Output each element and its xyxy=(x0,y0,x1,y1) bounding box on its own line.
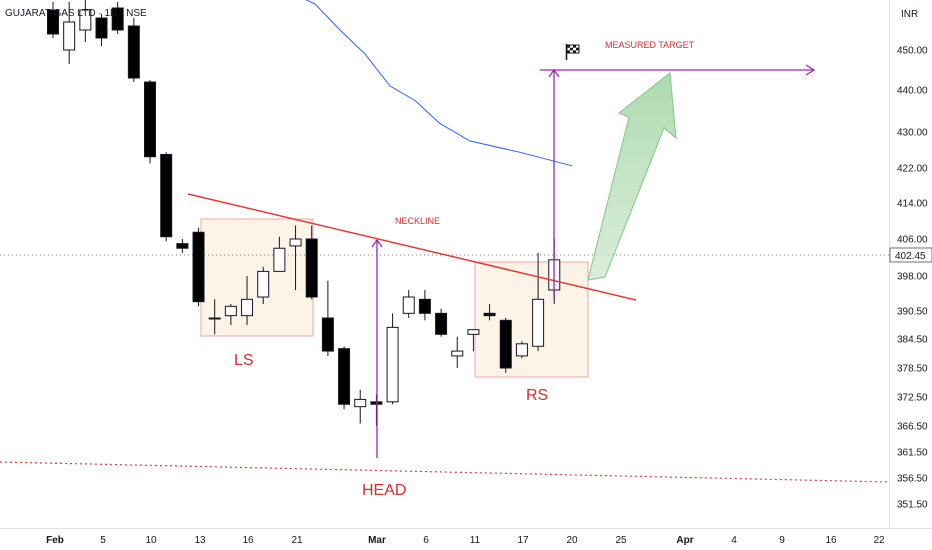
y-tick-label: 406.00 xyxy=(897,235,928,246)
x-tick-label: 21 xyxy=(291,535,303,546)
candle-body xyxy=(127,25,140,79)
x-tick-label: 25 xyxy=(615,535,627,546)
head-measure-arrowhead xyxy=(371,238,383,248)
y-tick-label: 430.00 xyxy=(897,128,928,139)
y-tick-label: 390.50 xyxy=(897,307,928,318)
x-tick-label: 10 xyxy=(145,535,157,546)
y-axis[interactable]: 450.00 440.00 430.00 422.00 414.00 406.00 398.… xyxy=(897,46,928,511)
y-tick-label: 378.50 xyxy=(897,364,928,375)
x-tick-label: 20 xyxy=(566,535,578,546)
candle-body xyxy=(63,21,76,51)
neckline[interactable] xyxy=(187,193,637,301)
candle-body xyxy=(257,270,270,298)
candle-body xyxy=(386,326,399,403)
y-tick-label: 372.50 xyxy=(897,393,928,404)
y-tick-label: 361.50 xyxy=(897,448,928,459)
candle-body xyxy=(111,7,124,31)
right-shoulder-box[interactable] xyxy=(474,261,589,378)
candle-body xyxy=(354,398,367,408)
candle-body xyxy=(435,312,448,335)
y-tick-label: 414.00 xyxy=(897,199,928,210)
candle-body xyxy=(208,317,221,320)
breakout-arrow[interactable] xyxy=(587,72,677,281)
candles-group xyxy=(47,0,561,426)
candle-body xyxy=(451,350,464,357)
candle-body xyxy=(79,9,92,31)
y-tick-label: 422.00 xyxy=(897,164,928,175)
x-tick-label: 5 xyxy=(100,535,106,546)
target-horizontal-arrowhead xyxy=(805,64,816,76)
currency-label: INR xyxy=(901,9,918,20)
x-tick-label: Apr xyxy=(676,535,693,546)
candle-body xyxy=(338,348,351,405)
x-tick-label: 4 xyxy=(731,535,737,546)
support-dotted-line[interactable] xyxy=(0,461,890,483)
x-axis[interactable]: Feb 5 10 13 16 21 Mar 6 11 17 20 25 Apr 4 9 16 22 xyxy=(46,535,885,546)
x-tick-label: 17 xyxy=(517,535,529,546)
moving-average-line[interactable] xyxy=(290,0,573,167)
candle-body xyxy=(402,296,415,314)
x-tick-label: Mar xyxy=(368,535,386,546)
x-tick-label: 9 xyxy=(779,535,785,546)
left-shoulder-label: LS xyxy=(234,352,254,369)
candle-body xyxy=(224,305,237,317)
right-shoulder-label: RS xyxy=(526,387,548,404)
x-tick-label: 6 xyxy=(423,535,429,546)
candle-body xyxy=(418,298,431,314)
x-tick-label: 13 xyxy=(194,535,206,546)
last-price-badge xyxy=(889,247,932,263)
head-label: HEAD xyxy=(362,482,406,499)
x-tick-label: 16 xyxy=(825,535,837,546)
x-tick-label: 22 xyxy=(873,535,885,546)
chart-title: GUJARAT GAS LTD · 1D · NSE xyxy=(5,8,147,19)
candle-body xyxy=(499,319,512,369)
candle-body xyxy=(95,17,108,39)
candle-body xyxy=(47,9,59,35)
x-tick-label: 16 xyxy=(242,535,254,546)
y-tick-label: 450.00 xyxy=(897,46,928,57)
candle-body xyxy=(176,243,189,249)
candle-body xyxy=(241,298,254,317)
neckline-label: NECKLINE xyxy=(395,216,440,226)
y-tick-label: 351.50 xyxy=(897,500,928,511)
candle-body xyxy=(192,231,205,303)
x-tick-label: Feb xyxy=(46,535,64,546)
x-tick-label: 11 xyxy=(470,535,481,546)
candle-body xyxy=(273,247,286,272)
candle-body xyxy=(160,154,173,238)
candle-body xyxy=(467,329,480,335)
candle-body xyxy=(532,298,545,347)
candle-body xyxy=(515,343,528,357)
y-tick-label: 356.50 xyxy=(897,474,928,485)
candle-body xyxy=(483,312,496,317)
candle-body xyxy=(289,238,302,247)
candle-body xyxy=(305,238,318,298)
y-tick-label: 366.50 xyxy=(897,422,928,433)
y-tick-label: 398.00 xyxy=(897,272,928,283)
last-price-text: 402.45 xyxy=(895,251,926,262)
measured-target-label: MEASURED TARGET xyxy=(605,40,695,50)
candle-body xyxy=(144,81,157,158)
candle-body xyxy=(321,317,334,352)
checkered-flag-icon xyxy=(565,44,580,60)
y-tick-label: 440.00 xyxy=(897,86,928,97)
y-tick-label: 384.50 xyxy=(897,335,928,346)
